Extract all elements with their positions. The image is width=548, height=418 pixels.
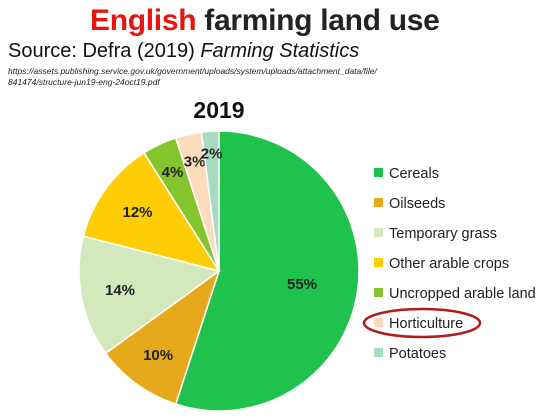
data-label-cereals: 55%	[287, 276, 317, 293]
pie-slice-potatoes	[200, 130, 220, 272]
legend-label-oilseeds: Oilseeds	[389, 196, 445, 212]
source-url-line-2: 841474/structure-jun19-eng-24oct19.pdf	[8, 77, 160, 87]
legend-swatch-cereals	[374, 168, 383, 177]
data-label-temporary-grass: 14%	[105, 282, 135, 299]
legend-swatch-potatoes	[374, 348, 383, 357]
data-label-other-arable-crops: 12%	[122, 204, 152, 221]
title-rest: farming land use	[196, 4, 440, 37]
pie-slice-oilseeds	[104, 269, 221, 406]
pie-slice-cereals	[174, 130, 360, 412]
pie-slice-temporary-grass	[78, 235, 221, 355]
legend-swatch-temporary-grass	[374, 228, 383, 237]
legend-label-other-arable-crops: Other arable crops	[389, 256, 509, 272]
chart-title: 2019	[193, 97, 244, 123]
highlight-ring-horticulture	[362, 307, 482, 339]
legend-label-temporary-grass: Temporary grass	[389, 226, 497, 242]
legend-label-uncropped-arable-land: Uncropped arable land	[389, 286, 536, 302]
data-label-horticulture: 3%	[184, 154, 206, 171]
source-italic: Farming Statistics	[200, 40, 360, 62]
legend-label-potatoes: Potatoes	[389, 346, 446, 362]
data-label-potatoes: 2%	[201, 146, 223, 163]
data-label-oilseeds: 10%	[143, 347, 173, 364]
legend-swatch-oilseeds	[374, 198, 383, 207]
source-prefix: Source: Defra (2019)	[8, 40, 201, 62]
pie-slice-other-arable-crops	[82, 151, 221, 273]
legend-swatch-horticulture	[374, 318, 383, 327]
source-url-line-1: https://assets.publishing.service.gov.uk…	[8, 66, 377, 76]
page-title: English farming land use	[90, 4, 510, 38]
title-accent: English	[90, 4, 197, 37]
legend-label-horticulture: Horticulture	[389, 316, 463, 332]
legend-label-cereals: Cereals	[389, 166, 439, 182]
legend-swatch-other-arable-crops	[374, 258, 383, 267]
data-label-uncropped-arable-land: 4%	[162, 164, 184, 181]
source-line: Source: Defra (2019) Farming Statistics	[8, 40, 359, 63]
legend-swatch-uncropped-arable-land	[374, 288, 383, 297]
source-url[interactable]: https://assets.publishing.service.gov.uk…	[8, 66, 538, 88]
